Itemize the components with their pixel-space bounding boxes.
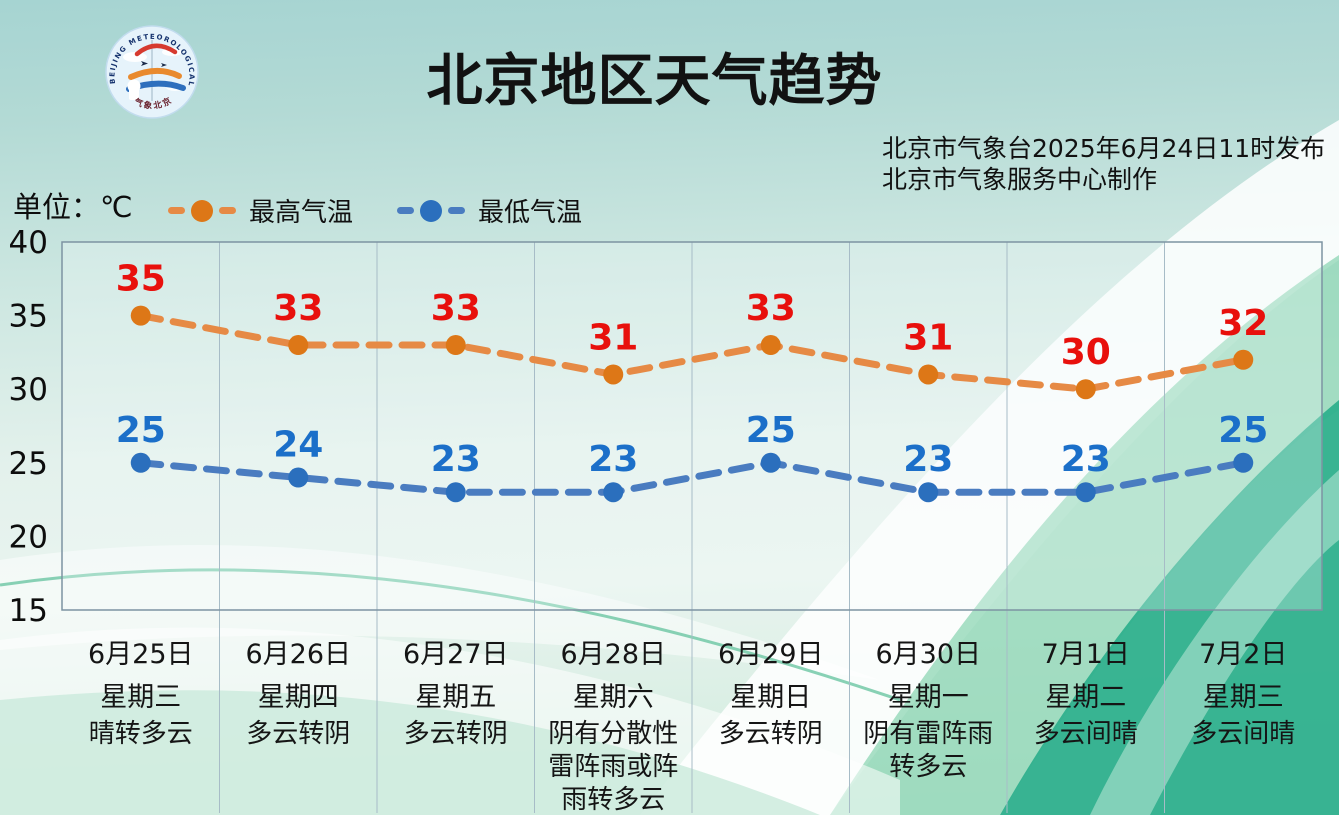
max-temp-dot [603, 364, 624, 385]
day-date: 6月29日 [717, 639, 824, 670]
chart-legend: 最高气温 最低气温 [168, 192, 582, 229]
issue-line-2: 北京市气象服务中心制作 [882, 165, 1158, 194]
min-temp-dot [1233, 452, 1254, 473]
max-temp-line-icon [168, 199, 236, 222]
day-date: 7月1日 [1041, 639, 1130, 670]
min-temp-value: 23 [431, 439, 481, 480]
legend-item-max: 最高气温 [168, 192, 353, 229]
max-temp-dot [760, 335, 781, 356]
day-weekday: 星期日 [730, 682, 812, 713]
day-column: 7月1日星期二多云间晴 [1007, 622, 1165, 815]
min-temp-value: 25 [746, 410, 796, 451]
max-temp-dot [918, 364, 939, 385]
min-temp-value: 23 [588, 439, 638, 480]
day-weekday: 星期五 [415, 682, 497, 713]
day-date: 6月28日 [560, 639, 667, 670]
day-weather: 多云转阴 [403, 719, 508, 749]
day-column: 6月25日星期三晴转多云 [62, 622, 220, 815]
max-temp-value: 32 [1218, 303, 1268, 344]
y-tick-label: 25 [9, 446, 48, 482]
y-tick-label: 20 [9, 519, 48, 555]
day-date: 6月25日 [87, 639, 194, 670]
max-temp-dot [130, 305, 151, 326]
day-weather: 多云间晴 [1033, 719, 1138, 749]
day-date: 6月26日 [245, 639, 352, 670]
min-temp-value: 25 [1218, 410, 1268, 451]
day-column: 7月2日星期三多云间晴 [1165, 622, 1323, 815]
y-tick-label: 35 [9, 299, 48, 335]
min-temp-dot [760, 452, 781, 473]
issue-line-1: 北京市气象台2025年6月24日11时发布 [882, 134, 1326, 163]
min-temp-line-icon [397, 199, 466, 222]
day-weather: 晴转多云 [88, 719, 193, 749]
legend-item-min: 最低气温 [397, 192, 582, 229]
day-column: 6月29日星期日多云转阴 [692, 622, 850, 815]
swallow-icon [161, 63, 167, 67]
day-column: 6月30日星期一阴有雷阵雨转多云 [850, 622, 1008, 815]
min-temp-value: 23 [903, 439, 953, 480]
swallow-icon [141, 61, 148, 66]
day-column: 6月26日星期四多云转阴 [220, 622, 378, 815]
max-temp-dot [288, 335, 309, 356]
day-weather: 阴有分散性雷阵雨或阵雨转多云 [548, 719, 679, 815]
day-date: 6月30日 [875, 639, 982, 670]
legend-label-min: 最低气温 [478, 198, 583, 228]
min-temp-dot [603, 482, 624, 503]
y-tick-label: 30 [9, 372, 48, 408]
max-temp-value: 33 [746, 288, 796, 329]
day-weather: 阴有雷阵雨转多云 [863, 719, 994, 782]
min-temp-value: 23 [1061, 439, 1111, 480]
max-temp-dot [445, 335, 466, 356]
day-weekday: 星期四 [257, 682, 339, 713]
max-temp-line [137, 312, 1247, 393]
day-weekday: 星期二 [1045, 682, 1127, 713]
day-weather: 多云转阴 [246, 719, 351, 749]
radar-dome [127, 79, 141, 93]
max-temp-value: 31 [588, 317, 638, 358]
min-temp-dot [130, 452, 151, 473]
day-date: 7月2日 [1199, 639, 1288, 670]
day-column: 6月28日星期六阴有分散性雷阵雨或阵雨转多云 [535, 622, 693, 815]
max-temp-value: 31 [903, 317, 953, 358]
min-temp-dot [918, 482, 939, 503]
max-temp-dot [1233, 349, 1254, 370]
orange-swoosh [128, 67, 182, 80]
unit-label: 单位：℃ [13, 190, 133, 224]
meteorological-service-logo: BEIJING METEOROLOGICAL SERVICE 气象北京 [105, 25, 199, 119]
cloud-icon [123, 52, 147, 62]
min-temp-dot [288, 467, 309, 488]
max-temp-value: 33 [273, 288, 323, 329]
max-temp-value: 35 [116, 259, 166, 300]
day-weekday: 星期一 [887, 682, 969, 713]
max-temp-value: 33 [431, 288, 481, 329]
day-weather: 多云转阴 [718, 719, 823, 749]
min-temp-line [137, 459, 1247, 496]
day-column: 6月27日星期五多云转阴 [377, 622, 535, 815]
max-temp-value: 30 [1061, 332, 1111, 373]
day-weather: 多云间晴 [1191, 719, 1296, 749]
day-date: 6月27日 [402, 639, 509, 670]
min-temp-dot [445, 482, 466, 503]
y-tick-label: 40 [9, 225, 48, 261]
legend-label-max: 最高气温 [249, 198, 354, 228]
min-temp-value: 24 [273, 425, 323, 466]
page-title: 北京地区天气趋势 [426, 49, 883, 114]
y-tick-label: 15 [9, 593, 48, 629]
day-weekday: 星期六 [572, 682, 654, 713]
day-weekday: 星期三 [1202, 682, 1284, 713]
min-temp-dot [1075, 482, 1096, 503]
max-temp-dot [1075, 379, 1096, 400]
min-temp-value: 25 [116, 410, 166, 451]
issue-info: 北京市气象台2025年6月24日11时发布 北京市气象服务中心制作 [882, 133, 1325, 195]
day-weekday: 星期三 [100, 682, 182, 713]
red-swoosh [134, 43, 178, 57]
plot-border [61, 241, 1323, 611]
